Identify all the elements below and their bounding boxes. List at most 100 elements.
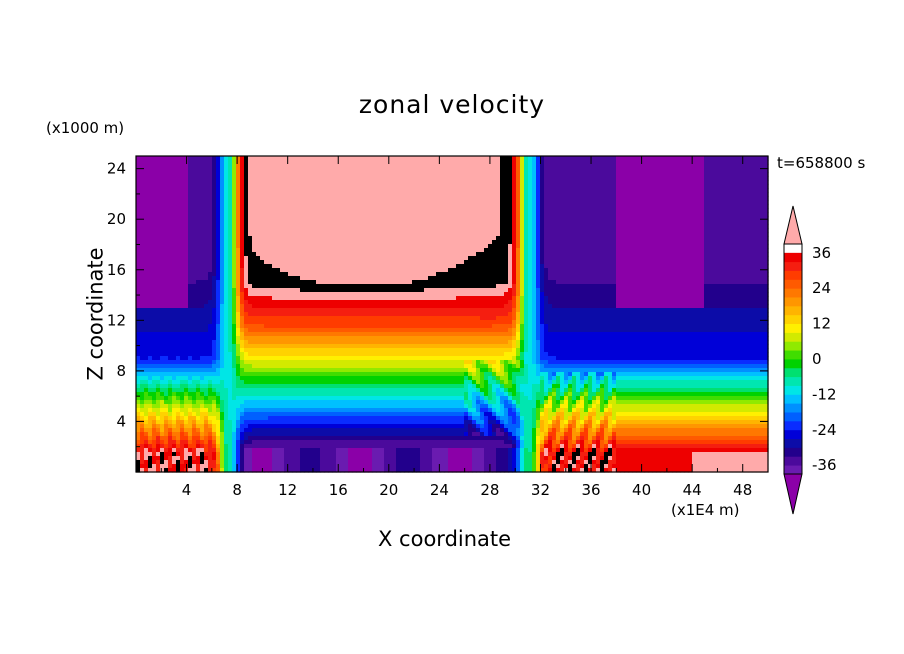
field-cell — [184, 164, 189, 169]
field-cell — [232, 268, 237, 273]
field-cell — [564, 168, 569, 173]
field-cell — [608, 244, 613, 249]
field-cell — [208, 248, 213, 253]
field-cell — [244, 244, 249, 249]
field-cell — [216, 188, 221, 193]
field-cell — [332, 204, 337, 209]
field-cell — [528, 252, 533, 257]
field-cell — [444, 240, 449, 245]
field-cell — [728, 196, 733, 201]
field-cell — [384, 212, 389, 217]
field-cell — [448, 196, 453, 201]
field-cell — [704, 236, 709, 241]
field-cell — [672, 240, 677, 245]
field-cell — [644, 236, 649, 241]
field-cell — [228, 248, 233, 253]
field-cell — [604, 252, 609, 257]
field-cell — [456, 156, 461, 161]
field-cell — [220, 204, 225, 209]
field-cell — [664, 244, 669, 249]
field-cell — [304, 216, 309, 221]
field-cell — [676, 192, 681, 197]
field-cell — [476, 244, 481, 249]
field-cell — [324, 224, 329, 229]
field-cell — [508, 176, 513, 181]
field-cell — [332, 220, 337, 225]
field-cell — [664, 196, 669, 201]
field-cell — [328, 200, 333, 205]
field-cell — [300, 280, 305, 285]
field-cell — [716, 236, 721, 241]
field-cell — [324, 196, 329, 201]
field-cell — [320, 260, 325, 265]
field-cell — [200, 200, 205, 205]
field-cell — [476, 172, 481, 177]
field-cell — [488, 256, 493, 261]
field-cell — [452, 256, 457, 261]
field-cell — [600, 208, 605, 213]
field-cell — [380, 212, 385, 217]
field-cell — [160, 256, 165, 261]
field-cell — [264, 204, 269, 209]
field-cell — [500, 260, 505, 265]
field-cell — [500, 240, 505, 245]
field-cell — [708, 272, 713, 277]
field-cell — [196, 260, 201, 265]
field-cell — [216, 212, 221, 217]
field-cell — [664, 156, 669, 161]
field-cell — [204, 240, 209, 245]
field-cell — [364, 272, 369, 277]
field-cell — [600, 212, 605, 217]
field-cell — [740, 172, 745, 177]
field-cell — [136, 228, 141, 233]
field-cell — [480, 204, 485, 209]
field-cell — [764, 204, 769, 209]
field-cell — [348, 256, 353, 261]
field-cell — [420, 176, 425, 181]
field-cell — [536, 236, 541, 241]
field-cell — [176, 168, 181, 173]
field-cell — [628, 236, 633, 241]
field-cell — [268, 260, 273, 265]
field-cell — [760, 244, 765, 249]
field-cell — [660, 168, 665, 173]
field-cell — [612, 260, 617, 265]
field-cell — [368, 248, 373, 253]
field-cell — [200, 216, 205, 221]
field-cell — [256, 236, 261, 241]
field-cell — [660, 180, 665, 185]
field-cell — [352, 220, 357, 225]
field-cell — [568, 212, 573, 217]
field-cell — [328, 212, 333, 217]
field-cell — [460, 248, 465, 253]
field-cell — [500, 224, 505, 229]
field-cell — [252, 264, 257, 269]
field-cell — [504, 156, 509, 161]
field-cell — [612, 208, 617, 213]
field-cell — [316, 264, 321, 269]
field-cell — [628, 216, 633, 221]
field-cell — [672, 260, 677, 265]
field-cell — [292, 184, 297, 189]
field-cell — [720, 208, 725, 213]
field-cell — [516, 184, 521, 189]
field-cell — [276, 268, 281, 273]
field-cell — [152, 160, 157, 165]
field-cell — [436, 272, 441, 277]
field-cell — [536, 264, 541, 269]
field-cell — [408, 192, 413, 197]
field-cell — [500, 228, 505, 233]
field-cell — [428, 228, 433, 233]
field-cell — [444, 156, 449, 161]
field-cell — [668, 176, 673, 181]
field-cell — [764, 208, 769, 213]
field-cell — [184, 168, 189, 173]
field-cell — [284, 192, 289, 197]
field-cell — [280, 172, 285, 177]
field-cell — [236, 244, 241, 249]
field-cell — [444, 160, 449, 165]
field-cell — [576, 192, 581, 197]
field-cell — [584, 156, 589, 161]
field-cell — [168, 232, 173, 237]
field-cell — [524, 244, 529, 249]
